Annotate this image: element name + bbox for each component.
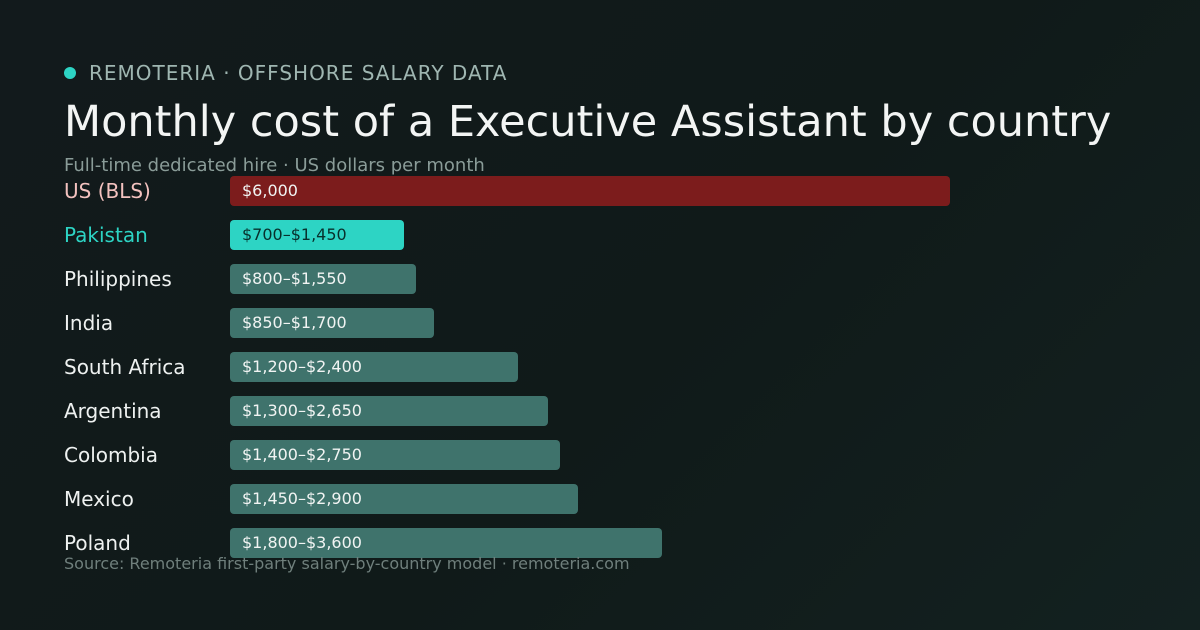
bar-value-label: $1,300–$2,650 — [242, 401, 362, 420]
bar-value-label: $700–$1,450 — [242, 225, 347, 244]
bar-value-label: $1,200–$2,400 — [242, 357, 362, 376]
eyebrow-text: REMOTERIA · OFFSHORE SALARY DATA — [89, 61, 508, 85]
brand-dot-icon — [64, 67, 76, 79]
bar: $800–$1,550 — [230, 264, 416, 294]
chart-subtitle: Full-time dedicated hire · US dollars pe… — [64, 155, 485, 176]
bar: $1,800–$3,600 — [230, 528, 662, 558]
bar-value-label: $1,800–$3,600 — [242, 533, 362, 552]
row-label: Mexico — [64, 487, 134, 511]
bar-value-label: $1,450–$2,900 — [242, 489, 362, 508]
source-note: Source: Remoteria first-party salary-by-… — [64, 554, 630, 573]
bar-value-label: $850–$1,700 — [242, 313, 347, 332]
bar: $1,450–$2,900 — [230, 484, 578, 514]
row-label: US (BLS) — [64, 179, 151, 203]
row-label: Pakistan — [64, 223, 148, 247]
bar: $1,300–$2,650 — [230, 396, 548, 426]
bar: $1,200–$2,400 — [230, 352, 518, 382]
row-label: Argentina — [64, 399, 162, 423]
chart-title: Monthly cost of a Executive Assistant by… — [64, 97, 1112, 147]
row-label: Poland — [64, 531, 131, 555]
bar: $6,000 — [230, 176, 950, 206]
row-label: Philippines — [64, 267, 172, 291]
brand-eyebrow: REMOTERIA · OFFSHORE SALARY DATA — [64, 60, 507, 86]
row-label: Colombia — [64, 443, 158, 467]
bar-value-label: $1,400–$2,750 — [242, 445, 362, 464]
row-label: South Africa — [64, 355, 186, 379]
bar: $700–$1,450 — [230, 220, 404, 250]
row-label: India — [64, 311, 114, 335]
bar: $850–$1,700 — [230, 308, 434, 338]
bar: $1,400–$2,750 — [230, 440, 560, 470]
bar-value-label: $6,000 — [242, 181, 298, 200]
bar-value-label: $800–$1,550 — [242, 269, 347, 288]
